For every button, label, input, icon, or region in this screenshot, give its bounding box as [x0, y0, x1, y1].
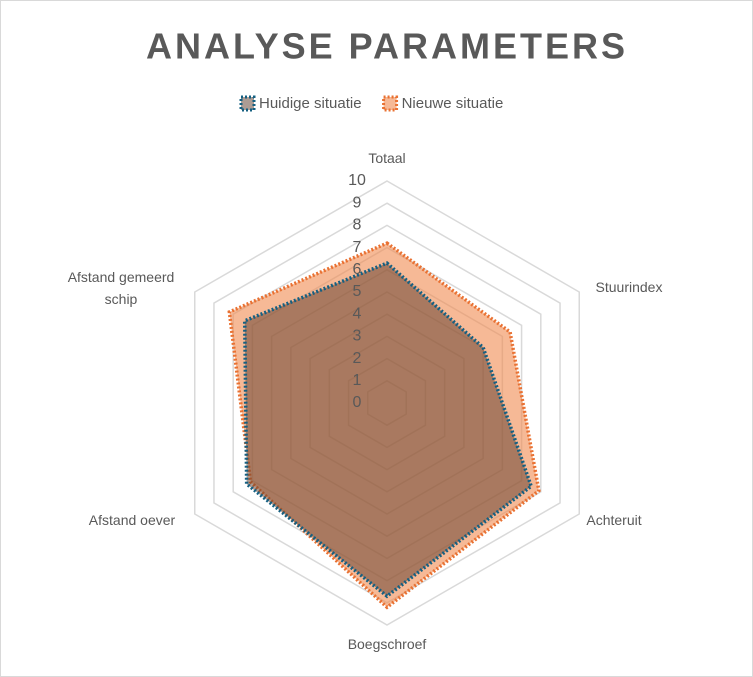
- chart-title: ANALYSE PARAMETERS: [146, 26, 628, 67]
- y-tick-label: 10: [348, 172, 366, 189]
- category-label: Afstand oever: [88, 512, 176, 528]
- y-tick-label: 5: [353, 283, 362, 300]
- category-label: Boegschroef: [347, 636, 427, 652]
- radar-area: [242, 261, 534, 599]
- y-tick-label: 4: [353, 305, 362, 322]
- y-tick-label: 0: [353, 394, 362, 411]
- category-label: Totaal: [368, 150, 406, 166]
- grid-ring: [193, 180, 581, 626]
- category-label: Afstand gemeerd schip: [67, 269, 175, 307]
- y-tick-label: 8: [353, 217, 362, 234]
- legend-label: Huidige situatie: [259, 95, 362, 112]
- y-tick-label: 2: [353, 350, 362, 367]
- y-tick-label: 9: [353, 194, 362, 211]
- y-tick-label: 3: [353, 328, 362, 345]
- legend-label: Nieuwe situatie: [402, 95, 504, 112]
- y-tick-label: 6: [353, 261, 362, 278]
- legend: Huidige situatie Nieuwe situatie: [239, 95, 504, 112]
- y-tick-label: 1: [353, 372, 362, 389]
- legend-swatch: [239, 95, 256, 112]
- category-label: Stuurindex: [595, 279, 663, 295]
- y-tick-label: 7: [353, 239, 362, 256]
- category-label: Achteruit: [586, 512, 642, 528]
- legend-swatch: [382, 95, 399, 112]
